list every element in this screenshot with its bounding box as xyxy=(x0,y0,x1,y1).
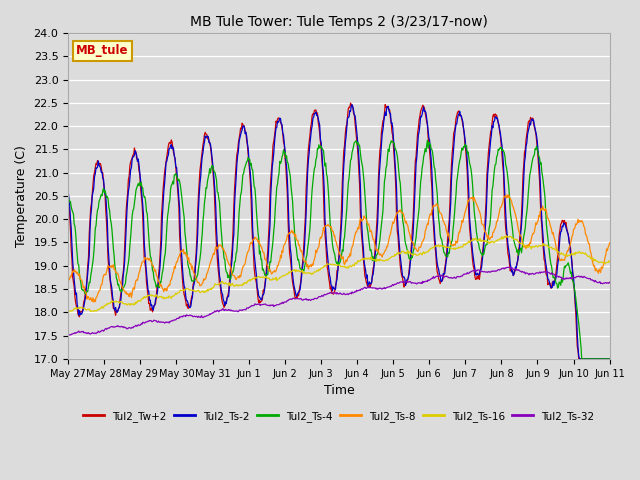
Tul2_Tw+2 xyxy=(606,356,614,362)
Tul2_Tw+2 xyxy=(421,109,429,115)
Tul2_Ts-16 xyxy=(421,250,429,256)
Tul2_Ts-4 xyxy=(74,261,82,267)
Legend: Tul2_Tw+2, Tul2_Ts-2, Tul2_Ts-4, Tul2_Ts-8, Tul2_Ts-16, Tul2_Ts-32: Tul2_Tw+2, Tul2_Ts-2, Tul2_Ts-4, Tul2_Ts… xyxy=(79,407,599,426)
Tul2_Tw+2 xyxy=(347,100,355,106)
Tul2_Tw+2 xyxy=(74,311,82,317)
Tul2_Tw+2 xyxy=(64,197,72,203)
Tul2_Ts-2 xyxy=(185,303,193,309)
Tul2_Ts-16 xyxy=(214,282,222,288)
Tul2_Ts-2 xyxy=(421,108,429,114)
Tul2_Ts-32 xyxy=(130,324,138,330)
Tul2_Ts-2 xyxy=(64,188,72,193)
Tul2_Ts-2 xyxy=(606,356,614,362)
Tul2_Ts-2 xyxy=(575,356,583,362)
Tul2_Tw+2 xyxy=(213,255,221,261)
Tul2_Ts-16 xyxy=(606,259,614,264)
Tul2_Tw+2 xyxy=(185,305,193,311)
Tul2_Ts-2 xyxy=(406,270,413,276)
Tul2_Ts-8 xyxy=(90,299,97,305)
Text: MB_tule: MB_tule xyxy=(76,44,129,57)
Tul2_Ts-2 xyxy=(74,305,82,311)
Tul2_Ts-32 xyxy=(505,264,513,270)
Tul2_Ts-2 xyxy=(213,240,221,246)
Tul2_Ts-2 xyxy=(130,154,138,159)
Tul2_Ts-32 xyxy=(420,279,428,285)
Tul2_Ts-2 xyxy=(348,102,356,108)
Tul2_Ts-4 xyxy=(578,356,586,362)
Tul2_Ts-8 xyxy=(421,228,429,234)
Tul2_Ts-16 xyxy=(75,305,83,311)
Tul2_Ts-4 xyxy=(420,151,428,156)
Y-axis label: Temperature (C): Temperature (C) xyxy=(15,145,28,247)
Tul2_Ts-8 xyxy=(504,192,511,198)
Tul2_Ts-32 xyxy=(606,279,614,285)
Tul2_Ts-4 xyxy=(64,199,72,204)
Tul2_Ts-16 xyxy=(406,249,413,255)
Line: Tul2_Ts-32: Tul2_Ts-32 xyxy=(68,267,610,336)
Tul2_Ts-16 xyxy=(186,287,193,292)
Tul2_Ts-4 xyxy=(606,356,614,362)
Tul2_Ts-16 xyxy=(131,300,138,306)
Tul2_Ts-8 xyxy=(606,240,614,246)
Tul2_Ts-16 xyxy=(502,233,510,239)
Line: Tul2_Ts-2: Tul2_Ts-2 xyxy=(68,105,610,359)
Tul2_Ts-4 xyxy=(185,265,193,271)
Line: Tul2_Ts-4: Tul2_Ts-4 xyxy=(68,140,610,359)
Tul2_Ts-4 xyxy=(424,137,431,143)
Line: Tul2_Ts-8: Tul2_Ts-8 xyxy=(68,195,610,302)
Tul2_Ts-8 xyxy=(214,244,222,250)
Tul2_Ts-4 xyxy=(213,189,221,195)
Tul2_Ts-4 xyxy=(404,253,412,259)
Line: Tul2_Ts-16: Tul2_Ts-16 xyxy=(68,236,610,312)
Title: MB Tule Tower: Tule Temps 2 (3/23/17-now): MB Tule Tower: Tule Temps 2 (3/23/17-now… xyxy=(190,15,488,29)
Tul2_Ts-32 xyxy=(213,307,221,313)
Tul2_Ts-8 xyxy=(406,230,413,236)
Tul2_Tw+2 xyxy=(406,265,413,271)
Tul2_Ts-32 xyxy=(185,313,193,319)
Tul2_Ts-8 xyxy=(131,287,138,292)
Tul2_Ts-4 xyxy=(130,206,138,212)
Tul2_Ts-32 xyxy=(74,329,82,335)
Tul2_Ts-8 xyxy=(64,281,72,287)
Line: Tul2_Tw+2: Tul2_Tw+2 xyxy=(68,103,610,359)
Tul2_Ts-16 xyxy=(65,309,73,315)
Tul2_Ts-32 xyxy=(404,279,412,285)
Tul2_Ts-32 xyxy=(64,333,72,339)
Tul2_Ts-8 xyxy=(186,260,193,265)
X-axis label: Time: Time xyxy=(323,384,355,397)
Tul2_Tw+2 xyxy=(130,152,138,157)
Tul2_Tw+2 xyxy=(575,356,582,362)
Tul2_Ts-8 xyxy=(74,272,82,277)
Tul2_Ts-16 xyxy=(64,309,72,314)
